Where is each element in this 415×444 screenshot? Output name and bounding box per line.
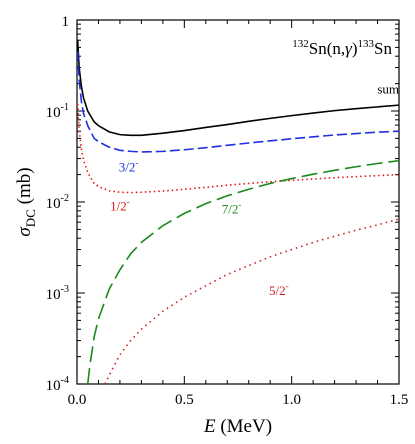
- x-axis-unit: (MeV): [216, 416, 272, 437]
- y-axis-unit: (mb): [14, 167, 35, 209]
- product-rest: Sn: [374, 39, 392, 58]
- curve-labels: sum 3/2- 1/2- 7/2- 5/2-: [110, 82, 399, 298]
- x-axis-ticks: 0.0 0.5 1.0 1.5: [68, 20, 409, 408]
- y-axis-title: σDC (mb): [14, 167, 38, 236]
- series-lines: [76, 40, 400, 385]
- target-rest: Sn(n,: [309, 39, 345, 58]
- x-axis-title: E (MeV): [203, 416, 272, 437]
- series-line-7-2: [86, 159, 400, 385]
- series-line-5-2: [104, 218, 400, 385]
- y-tick-label: 10-3: [46, 284, 69, 303]
- y-tick-label: 10-4: [46, 375, 69, 394]
- curve-label: 5/2-: [269, 281, 289, 298]
- series-line-1-2: [76, 103, 400, 194]
- series-line-sum: [76, 40, 400, 137]
- curve-label: 1/2-: [110, 196, 130, 213]
- x-tick-label: 1.5: [390, 392, 409, 408]
- x-tick-label: 0.5: [175, 392, 194, 408]
- y-tick-label: 1: [62, 14, 70, 30]
- y-axis-ticks: 1 10-1 10-2 10-3 10-4: [46, 14, 399, 394]
- product-mass: 133: [358, 38, 375, 50]
- target-mass: 132: [292, 38, 309, 50]
- x-tick-label: 0.0: [68, 392, 87, 408]
- y-axis-sigma: σ: [14, 227, 35, 237]
- curve-label: 3/2-: [119, 158, 139, 175]
- x-axis-var: E: [203, 416, 216, 437]
- y-tick-label: 10-2: [46, 193, 69, 212]
- close-paren: ): [352, 39, 358, 58]
- curve-label: sum: [377, 82, 399, 97]
- curve-label: 7/2-: [222, 199, 242, 216]
- gamma-symbol: γ: [345, 39, 353, 58]
- reaction-label: 132Sn(n,γ)133Sn: [292, 38, 392, 58]
- y-axis-sub: DC: [23, 209, 38, 227]
- x-tick-label: 1.0: [282, 392, 301, 408]
- series-line-3-2: [76, 51, 400, 153]
- y-tick-label: 10-1: [46, 102, 69, 121]
